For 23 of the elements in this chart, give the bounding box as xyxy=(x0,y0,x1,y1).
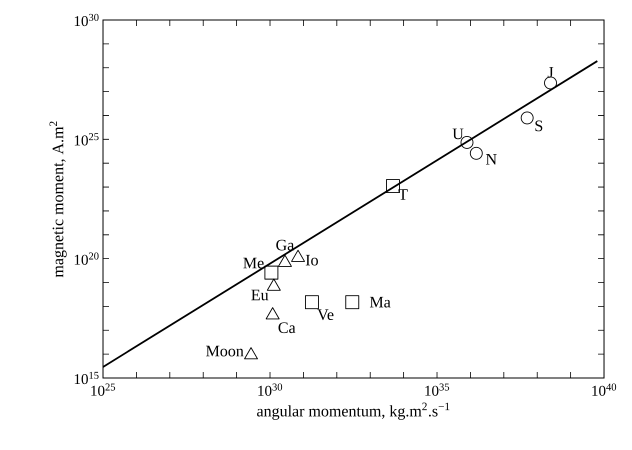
annotation: U xyxy=(452,128,464,140)
annotation: N xyxy=(486,154,497,165)
annotation: Eu xyxy=(251,290,268,300)
x-tick-label: 10$^{25}$ xyxy=(91,384,116,396)
annotation: Me xyxy=(243,258,264,268)
y-tick-label: 10$^{20}$ xyxy=(74,252,99,265)
x-tick-label: 10$^{30}$ xyxy=(258,384,282,396)
annotation: S xyxy=(535,120,542,132)
x-axis-title: angular momentum, kg.m$^{2}$.s$^{−1}$ xyxy=(257,402,450,420)
annotation: Moon xyxy=(206,346,244,356)
y-tick-label: 10$^{30}$ xyxy=(74,14,99,26)
annotation: Ga xyxy=(276,240,294,250)
annotation: Ve xyxy=(317,309,334,320)
annotation: Io xyxy=(306,254,318,266)
y-tick-label: 10$^{15}$ xyxy=(74,372,99,384)
annotation: T xyxy=(398,189,408,200)
x-tick-label: 10$^{35}$ xyxy=(425,384,450,396)
y-tick-label: 10$^{25}$ xyxy=(74,133,99,146)
annotation: Ma xyxy=(370,296,391,308)
x-tick-label: 10$^{40}$ xyxy=(592,384,616,396)
annotation: J xyxy=(548,67,554,78)
y-axis-title: magnetic moment, A.m$^{2}$ xyxy=(50,122,67,278)
annotation: Ca xyxy=(278,322,296,334)
